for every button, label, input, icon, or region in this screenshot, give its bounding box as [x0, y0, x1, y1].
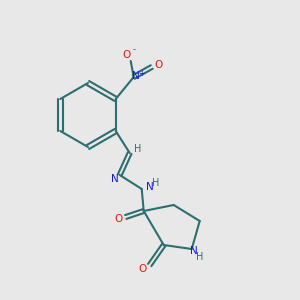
Text: -: -	[132, 46, 135, 55]
Text: +: +	[139, 68, 145, 77]
Text: N: N	[190, 246, 198, 256]
Text: O: O	[115, 214, 123, 224]
Text: O: O	[154, 60, 163, 70]
Text: N: N	[146, 182, 154, 192]
Text: H: H	[196, 252, 203, 262]
Text: N: N	[132, 71, 140, 81]
Text: H: H	[134, 144, 141, 154]
Text: O: O	[139, 264, 147, 274]
Text: O: O	[123, 50, 131, 60]
Text: N: N	[111, 174, 119, 184]
Text: H: H	[152, 178, 159, 188]
